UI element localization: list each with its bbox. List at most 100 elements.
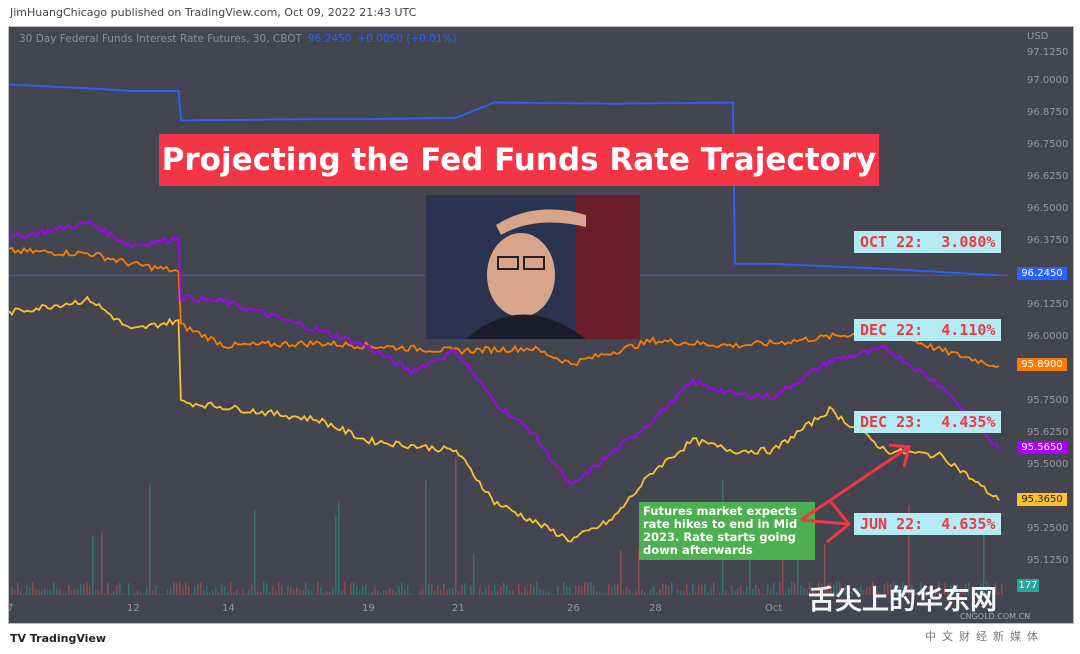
volume-bar bbox=[464, 583, 466, 595]
volume-bar bbox=[776, 592, 778, 595]
volume-bar bbox=[209, 592, 211, 595]
volume-bar bbox=[362, 586, 364, 595]
volume-bar bbox=[329, 591, 331, 595]
y-tick-label: 95.2500 bbox=[1027, 523, 1069, 534]
watermark-sub: 中文财经新媒体 bbox=[925, 630, 1044, 643]
x-tick-label: Oct bbox=[765, 603, 783, 614]
volume-bar bbox=[419, 590, 421, 595]
volume-bar bbox=[368, 593, 370, 595]
volume-bar bbox=[569, 587, 571, 595]
volume-bar bbox=[509, 590, 511, 595]
volume-bar bbox=[902, 582, 904, 595]
y-tick-label: 96.5000 bbox=[1027, 203, 1069, 214]
volume-bar bbox=[410, 593, 412, 595]
volume-bar bbox=[962, 589, 964, 595]
volume-bar bbox=[818, 582, 820, 595]
volume-bar bbox=[470, 585, 472, 595]
volume-bar bbox=[452, 587, 454, 595]
volume-bar bbox=[119, 582, 121, 595]
publisher-line: JimHuangChicago published on TradingView… bbox=[10, 6, 417, 19]
series-line-1 bbox=[9, 246, 1000, 369]
volume-bar bbox=[770, 587, 772, 595]
volume-bar bbox=[86, 582, 88, 595]
y-tick-label: 96.7500 bbox=[1027, 139, 1069, 150]
chart-pane[interactable]: 30 Day Federal Funds Interest Rate Futur… bbox=[7, 26, 1074, 624]
volume-bar bbox=[386, 590, 388, 595]
volume-bar bbox=[89, 586, 91, 595]
volume-bar bbox=[356, 586, 358, 595]
volume-bar bbox=[836, 581, 838, 595]
y-tick-label: 95.5000 bbox=[1027, 459, 1069, 470]
volume-bar bbox=[608, 583, 610, 595]
volume-bar bbox=[581, 585, 583, 595]
volume-bar bbox=[167, 589, 169, 595]
volume-bar bbox=[863, 589, 865, 595]
volume-bar bbox=[965, 583, 967, 595]
volume-bar bbox=[947, 591, 949, 595]
volume-bar bbox=[773, 582, 775, 595]
price-label: 95.5650 bbox=[1017, 441, 1067, 455]
volume-bar bbox=[161, 594, 163, 595]
volume-bar bbox=[143, 593, 145, 595]
tradingview-logo[interactable]: 𝗧𝗩 TradingView bbox=[10, 632, 107, 645]
price-label: 95.8900 bbox=[1017, 358, 1067, 372]
volume-bar bbox=[680, 590, 682, 595]
volume-bar bbox=[482, 591, 484, 595]
volume-bar bbox=[911, 583, 913, 595]
volume-bar bbox=[593, 586, 595, 595]
volume-bar bbox=[179, 581, 181, 595]
price-change: +0.0050 (+0.01%) bbox=[357, 33, 457, 45]
volume-bar bbox=[308, 588, 310, 595]
volume-bar bbox=[536, 581, 538, 595]
volume-bar bbox=[302, 589, 304, 595]
price-label: 95.3650 bbox=[1017, 492, 1067, 506]
volume-bar bbox=[533, 586, 535, 595]
volume-bar bbox=[260, 591, 262, 595]
volume-bar bbox=[194, 585, 196, 595]
volume-bar bbox=[656, 592, 658, 595]
volume-bar bbox=[551, 593, 553, 595]
currency-label: USD bbox=[1027, 31, 1049, 42]
series-tag: DEC 23: 4.435% bbox=[854, 411, 1002, 433]
volume-bar bbox=[860, 585, 862, 595]
volume-bar bbox=[566, 586, 568, 595]
volume-bar bbox=[461, 584, 463, 595]
volume-bar bbox=[152, 590, 154, 595]
volume-bar bbox=[191, 593, 193, 595]
volume-bar bbox=[866, 587, 868, 595]
volume-bar bbox=[326, 591, 328, 595]
y-tick-label: 97.1250 bbox=[1027, 47, 1069, 58]
title-banner: Projecting the Fed Funds Rate Trajectory bbox=[159, 134, 879, 186]
volume-bar bbox=[803, 588, 805, 595]
volume-bar bbox=[335, 516, 337, 595]
volume-bar bbox=[146, 588, 148, 595]
volume-bar bbox=[575, 585, 577, 595]
volume-bar bbox=[641, 589, 643, 595]
volume-bar bbox=[173, 582, 175, 595]
series-tag: JUN 22: 4.635% bbox=[854, 513, 1002, 535]
volume-bar bbox=[524, 587, 526, 595]
volume-bar bbox=[389, 587, 391, 595]
volume-bar bbox=[293, 589, 295, 595]
volume-bar bbox=[305, 582, 307, 595]
volume-bar bbox=[350, 583, 352, 595]
volume-bar bbox=[98, 591, 100, 595]
volume-bar bbox=[650, 589, 652, 595]
volume-bar bbox=[572, 594, 574, 595]
volume-bar bbox=[383, 590, 385, 595]
volume-bar bbox=[785, 592, 787, 595]
volume-bar bbox=[914, 592, 916, 595]
last-price: 96.2450 bbox=[307, 33, 352, 45]
volume-bar bbox=[590, 581, 592, 595]
volume-bar bbox=[263, 581, 265, 595]
x-tick-label: 14 bbox=[222, 603, 235, 614]
volume-bar bbox=[494, 585, 496, 595]
volume-bar bbox=[890, 583, 892, 595]
volume-bar bbox=[761, 593, 763, 595]
volume-bar bbox=[695, 592, 697, 595]
volume-bar bbox=[935, 588, 937, 595]
volume-bar bbox=[689, 593, 691, 595]
volume-bar bbox=[920, 581, 922, 595]
watermark: 舌尖上的华东网 bbox=[808, 585, 997, 616]
volume-bar bbox=[374, 587, 376, 595]
